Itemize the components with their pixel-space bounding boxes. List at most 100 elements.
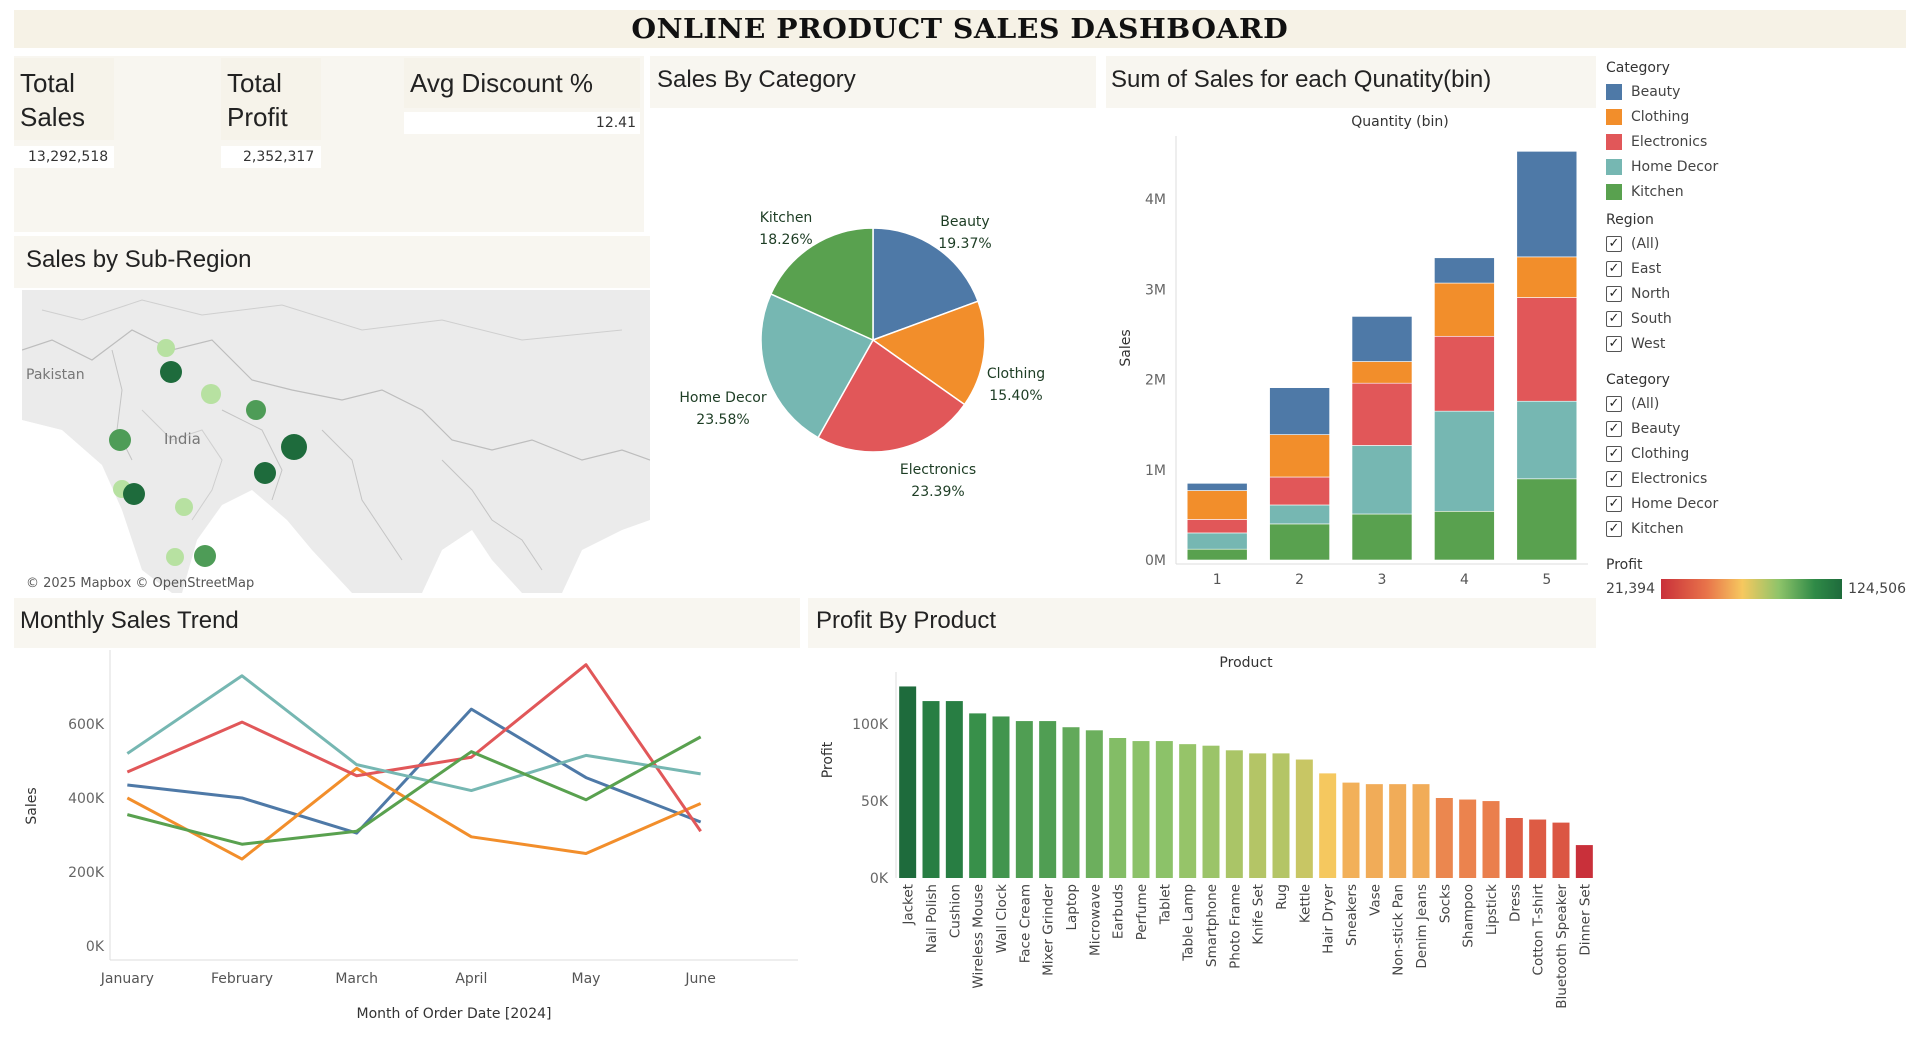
profit-bar-sneakers[interactable] (1342, 782, 1360, 878)
filter-category-home-decor[interactable]: ✓ Home Decor (1606, 491, 1906, 516)
pie-slice-home-decor[interactable] (760, 292, 875, 439)
filter-region-south[interactable]: ✓ South (1606, 306, 1906, 331)
profit-bar-kettle[interactable] (1295, 759, 1313, 878)
bins-bar-5-home-decor[interactable] (1516, 400, 1578, 480)
profit-bar-denim-jeans[interactable] (1412, 784, 1430, 878)
filter-category-checkbox-clothing[interactable]: ✓ (1606, 445, 1622, 462)
profit-bar-tablet[interactable] (1155, 741, 1173, 878)
profit-bar-dress[interactable] (1505, 818, 1523, 878)
bins-bar-4-beauty[interactable] (1434, 257, 1495, 284)
profit-bar-dinner-set[interactable] (1575, 845, 1593, 878)
profit-bar-table-lamp[interactable] (1179, 744, 1197, 878)
profit-bar-nail-polish[interactable] (922, 701, 940, 878)
monthly-chart[interactable]: 0K 200K 400K 600K Sales January February March A… (14, 650, 800, 1028)
profit-bar-face-cream[interactable] (1015, 721, 1033, 878)
profit-bar-jacket[interactable] (899, 686, 917, 878)
filter-category-all[interactable]: ✓ (All) (1606, 391, 1906, 416)
pie-slice-kitchen[interactable] (769, 227, 874, 342)
filter-category-checkbox-kitchen[interactable]: ✓ (1606, 520, 1622, 537)
kpi-total-sales[interactable]: Total Sales (14, 58, 114, 140)
profit-bar-shampoo[interactable] (1459, 799, 1477, 878)
profit-bar-cushion[interactable] (945, 701, 963, 878)
filter-region-west[interactable]: ✓ West (1606, 331, 1906, 356)
filter-category-checkbox-beauty[interactable]: ✓ (1606, 420, 1622, 437)
profit-bar-wireless-mouse[interactable] (969, 713, 987, 878)
bins-bar-2-home-decor[interactable] (1269, 504, 1330, 525)
filter-category-electronics[interactable]: ✓ Electronics (1606, 466, 1906, 491)
filter-region-north[interactable]: ✓ North (1606, 281, 1906, 306)
profit-bar-perfume[interactable] (1132, 741, 1150, 878)
profit-bar-smartphone[interactable] (1202, 745, 1220, 878)
bins-bar-3-home-decor[interactable] (1351, 445, 1413, 515)
bins-bar-4-clothing[interactable] (1434, 282, 1495, 337)
monthly-line-electronics[interactable] (126, 663, 702, 833)
map-canvas[interactable]: Pakistan India © 2025 Mapbox © OpenStree… (22, 290, 650, 593)
legend-item-home-decor[interactable]: Home Decor (1606, 154, 1906, 179)
kpi-total-profit[interactable]: Total Profit (221, 58, 321, 140)
profit-bar-lipstick[interactable] (1482, 801, 1500, 878)
bins-bar-4-home-decor[interactable] (1434, 410, 1495, 512)
bins-bar-1-kitchen[interactable] (1186, 548, 1248, 561)
filter-category-checkbox-all[interactable]: ✓ (1606, 395, 1622, 412)
bins-chart[interactable]: Quantity (bin) 0M 1M 2M 3M 4M Sales 1 2 3 4 5 (1106, 112, 1596, 588)
bins-bar-3-electronics[interactable] (1351, 382, 1413, 446)
filter-region-east[interactable]: ✓ East (1606, 256, 1906, 281)
monthly-line-kitchen[interactable] (126, 735, 702, 846)
bins-bar-2-kitchen[interactable] (1269, 523, 1330, 561)
filter-region-checkbox-north[interactable]: ✓ (1606, 285, 1622, 302)
profit-bar-mixer-grinder[interactable] (1039, 721, 1057, 878)
bins-bar-1-beauty[interactable] (1186, 483, 1248, 491)
profit-bar-non-stick-pan[interactable] (1389, 784, 1407, 878)
profit-bar-hair-dryer[interactable] (1319, 773, 1337, 878)
kpi-avg-discount[interactable]: Avg Discount % (404, 58, 640, 108)
bins-bar-2-electronics[interactable] (1269, 476, 1330, 506)
profit-bar-wall-clock[interactable] (992, 716, 1010, 878)
filter-region-checkbox-east[interactable]: ✓ (1606, 260, 1622, 277)
bins-bar-3-clothing[interactable] (1351, 361, 1413, 384)
bins-bar-5-electronics[interactable] (1516, 297, 1578, 402)
pie-slice-clothing[interactable] (871, 300, 986, 406)
monthly-line-clothing[interactable] (126, 766, 702, 861)
legend-item-clothing[interactable]: Clothing (1606, 104, 1906, 129)
filter-category-beauty[interactable]: ✓ Beauty (1606, 416, 1906, 441)
bins-bar-1-home-decor[interactable] (1186, 532, 1248, 550)
profit-bar-rug[interactable] (1272, 753, 1290, 878)
bins-bar-5-beauty[interactable] (1516, 151, 1578, 258)
legend-item-electronics[interactable]: Electronics (1606, 129, 1906, 154)
filter-category-checkbox-electronics[interactable]: ✓ (1606, 470, 1622, 487)
bins-bar-2-clothing[interactable] (1269, 434, 1330, 478)
profit-bar-microwave[interactable] (1085, 730, 1103, 878)
filter-category-kitchen[interactable]: ✓ Kitchen (1606, 516, 1906, 541)
bins-bar-1-clothing[interactable] (1186, 490, 1248, 520)
bins-bar-3-beauty[interactable] (1351, 316, 1413, 362)
profit-bar-knife-set[interactable] (1249, 753, 1267, 878)
bins-bar-1-electronics[interactable] (1186, 519, 1248, 534)
pie-slice-beauty[interactable] (872, 227, 980, 342)
profit-bar-socks[interactable] (1435, 798, 1453, 878)
filter-region-checkbox-south[interactable]: ✓ (1606, 310, 1622, 327)
profit-color-legend[interactable]: 21,394 124,506 (1606, 579, 1906, 599)
pie-chart[interactable]: Beauty 19.37% Clothing 15.40% Electronics 23.… (650, 112, 1096, 587)
legend-item-beauty[interactable]: Beauty (1606, 79, 1906, 104)
bins-bar-4-kitchen[interactable] (1434, 510, 1495, 561)
profit-bar-photo-frame[interactable] (1225, 750, 1243, 878)
monthly-line-home-decor[interactable] (126, 674, 701, 793)
filter-region-checkbox-all[interactable]: ✓ (1606, 235, 1622, 252)
profit-bar-bluetooth-speaker[interactable] (1552, 822, 1570, 878)
filter-category-clothing[interactable]: ✓ Clothing (1606, 441, 1906, 466)
filter-region-all[interactable]: ✓ (All) (1606, 231, 1906, 256)
bins-bar-2-beauty[interactable] (1269, 387, 1330, 435)
profit-bar-earbuds[interactable] (1109, 738, 1127, 878)
profit-bar-laptop[interactable] (1062, 727, 1080, 878)
bins-bar-5-clothing[interactable] (1516, 256, 1578, 298)
bins-bar-4-electronics[interactable] (1434, 335, 1495, 412)
profit-bar-vase[interactable] (1365, 784, 1383, 878)
bins-bar-3-kitchen[interactable] (1351, 513, 1413, 561)
profit-bar-cotton-t-shirt[interactable] (1529, 819, 1547, 878)
legend-item-kitchen[interactable]: Kitchen (1606, 179, 1906, 204)
pie-slice-electronics[interactable] (817, 338, 966, 453)
bins-bar-5-kitchen[interactable] (1516, 478, 1578, 561)
monthly-line-beauty[interactable] (127, 707, 702, 835)
filter-region-checkbox-west[interactable]: ✓ (1606, 335, 1622, 352)
profit-chart[interactable]: Product 0K 50K 100K Profit Jacket Nail Polish C… (808, 650, 1596, 1028)
